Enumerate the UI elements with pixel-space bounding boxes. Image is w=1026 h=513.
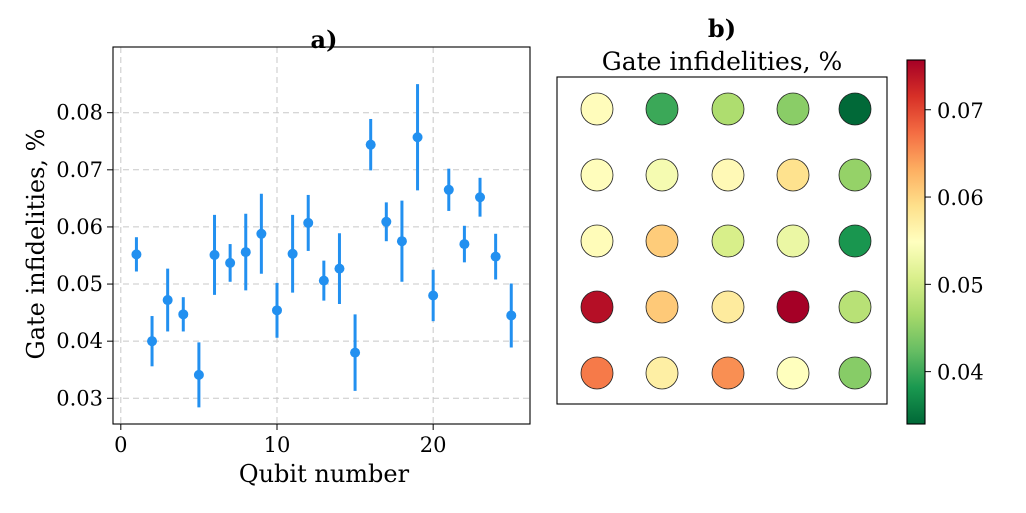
heatmap-cell xyxy=(711,224,745,258)
x-tick-label: 0 xyxy=(114,433,127,457)
data-point xyxy=(506,310,517,321)
colorbar: 0.04 0.05 0.06 0.07 xyxy=(906,59,984,425)
heatmap-cell xyxy=(838,158,872,192)
data-point xyxy=(475,192,486,203)
panel-b-heatmap-cells xyxy=(580,92,872,390)
heatmap-cell xyxy=(711,290,745,324)
heatmap-cell xyxy=(838,356,872,390)
panel-a-grid xyxy=(113,47,530,424)
data-point xyxy=(396,236,407,247)
data-point xyxy=(350,347,361,358)
data-point xyxy=(178,309,189,320)
heatmap-cell xyxy=(776,158,810,192)
y-tick-label: 0.06 xyxy=(56,215,103,239)
colorbar-tick-label: 0.06 xyxy=(937,186,984,210)
panel-a: a) 0.03 0.04 0.05 0.06 0.07 0.08 0 10 20 Qubit n… xyxy=(22,25,531,488)
heatmap-cell xyxy=(645,92,679,126)
data-point xyxy=(209,249,220,260)
data-point xyxy=(271,305,282,316)
data-point xyxy=(428,290,439,301)
colorbar-tick-label: 0.07 xyxy=(937,99,984,123)
data-point xyxy=(162,295,173,306)
heatmap-cell xyxy=(711,356,745,390)
data-point xyxy=(131,249,142,260)
data-point xyxy=(303,217,314,228)
heatmap-cell xyxy=(645,356,679,390)
x-tick-label: 20 xyxy=(420,433,447,457)
heatmap-cell xyxy=(711,92,745,126)
x-tick-label: 10 xyxy=(264,433,291,457)
data-point xyxy=(318,275,329,286)
panel-b-title: Gate infidelities, % xyxy=(602,47,843,76)
heatmap-cell xyxy=(776,290,810,324)
colorbar-tick-label: 0.05 xyxy=(937,273,984,297)
heatmap-cell xyxy=(838,224,872,258)
panel-a-label: a) xyxy=(311,25,338,54)
data-point xyxy=(459,239,470,250)
data-point xyxy=(443,184,454,195)
heatmap-cell xyxy=(580,224,614,258)
data-point xyxy=(147,336,158,347)
data-point xyxy=(256,228,267,239)
data-point xyxy=(381,216,392,227)
data-point xyxy=(225,257,236,268)
data-point xyxy=(193,369,204,380)
heatmap-cell xyxy=(776,92,810,126)
colorbar-gradient xyxy=(907,60,925,424)
heatmap-cell xyxy=(580,290,614,324)
panel-a-ticks: 0.03 0.04 0.05 0.06 0.07 0.08 0 10 20 xyxy=(56,101,446,457)
heatmap-cell xyxy=(645,158,679,192)
colorbar-tick-label: 0.04 xyxy=(937,361,984,385)
heatmap-cell xyxy=(580,356,614,390)
panel-a-x-axis-label: Qubit number xyxy=(239,460,410,488)
colorbar-frame xyxy=(906,59,926,425)
y-tick-label: 0.03 xyxy=(56,386,103,410)
y-tick-label: 0.04 xyxy=(56,329,103,353)
heatmap-cell xyxy=(838,290,872,324)
data-point xyxy=(287,248,298,259)
y-tick-label: 0.05 xyxy=(56,272,103,296)
data-point xyxy=(240,247,251,258)
heatmap-cell xyxy=(838,92,872,126)
data-point xyxy=(334,263,345,274)
data-point xyxy=(365,139,376,150)
panel-a-frame xyxy=(112,46,531,425)
heatmap-cell xyxy=(645,290,679,324)
data-point xyxy=(490,251,501,262)
data-point xyxy=(412,132,423,143)
heatmap-cell xyxy=(776,356,810,390)
panel-a-data-points xyxy=(131,84,517,408)
heatmap-cell xyxy=(645,224,679,258)
panel-a-y-axis-label: Gate infidelities, % xyxy=(22,129,50,360)
panel-b-frame xyxy=(556,76,888,405)
heatmap-cell xyxy=(580,158,614,192)
colorbar-ticks: 0.04 0.05 0.06 0.07 xyxy=(925,99,984,385)
panel-b: b) Gate infidelities, % xyxy=(556,14,888,405)
heatmap-cell xyxy=(580,92,614,126)
panel-b-label: b) xyxy=(708,14,736,43)
y-tick-label: 0.07 xyxy=(56,158,103,182)
heatmap-cell xyxy=(711,158,745,192)
y-tick-label: 0.08 xyxy=(56,101,103,125)
heatmap-cell xyxy=(776,224,810,258)
